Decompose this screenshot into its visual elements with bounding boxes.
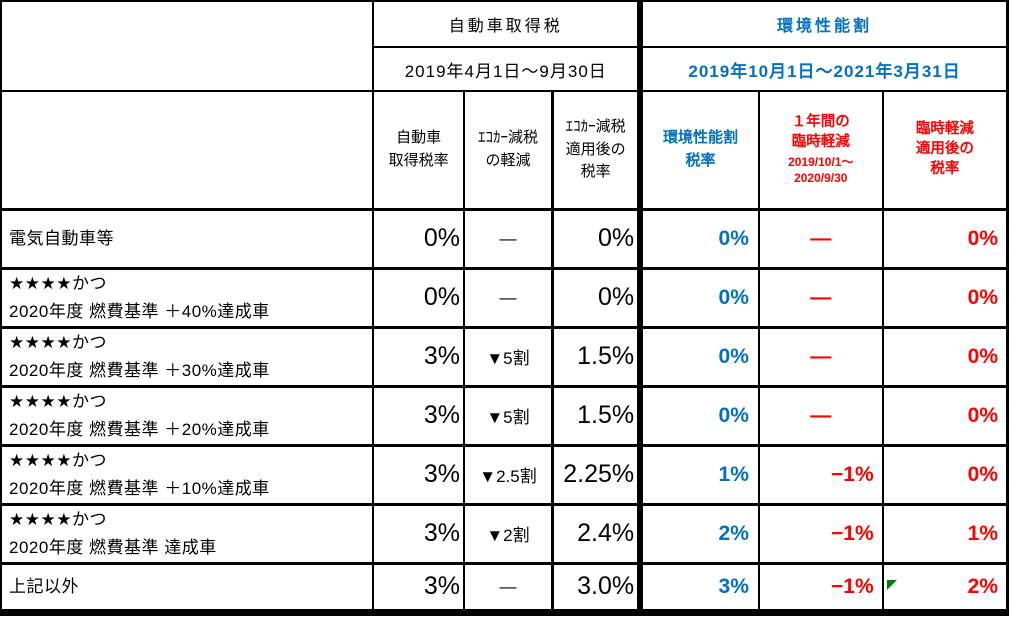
vehicle-type-header-empty [0,90,375,210]
temp-after-cell: 0% [881,207,1009,269]
eco-after-cell: 3.0% [551,561,642,613]
temp-reduction-cell: — [757,266,884,328]
vehicle-type-cell: ★★★★かつ 2020年度 燃費基準 ＋30%達成車 [0,325,375,387]
table-row-plus40: ★★★★かつ 2020年度 燃費基準 ＋40%達成車 0% — 0% 0% — … [0,266,1009,328]
eco-reduction-cell: — [462,266,554,328]
temp-reduction-cell: −1% [757,502,884,564]
table-row-plus20: ★★★★かつ 2020年度 燃費基準 ＋20%達成車 3% ▼5割 1.5% 0… [0,384,1009,446]
vehicle-type-cell: ★★★★かつ 2020年度 燃費基準 ＋40%達成車 [0,266,375,328]
env-rate-cell: 2% [637,502,760,564]
vehicle-type-cell: 上記以外 [0,561,375,613]
section-title-acquisition-tax: 自動車取得税 [372,0,642,48]
acq-rate-cell: 0% [372,207,465,269]
eco-after-cell: 2.25% [551,443,642,505]
temp-reduction-label: １年間の 臨時軽減 [791,114,850,150]
temp-reduction-cell: — [757,325,884,387]
eco-after-cell: 1.5% [551,384,642,446]
temp-reduction-period: 2019/10/1～ 2020/9/30 [788,155,854,186]
column-header-env-rate: 環境性能割 税率 [637,90,760,210]
env-rate-cell: 0% [637,207,760,269]
column-header-eco-after: ｴｺｶｰ減税 適用後の 税率 [551,90,642,210]
table-row-standard-achieved: ★★★★かつ 2020年度 燃費基準 達成車 3% ▼2割 2.4% 2% −1… [0,502,1009,564]
vehicle-type-cell: ★★★★かつ 2020年度 燃費基準 ＋20%達成車 [0,384,375,446]
acq-rate-cell: 3% [372,443,465,505]
acq-rate-cell: 3% [372,325,465,387]
temp-reduction-cell: −1% [757,443,884,505]
env-rate-cell: 3% [637,561,760,613]
column-header-temp-reduction: １年間の 臨時軽減 2019/10/1～ 2020/9/30 [757,90,884,210]
tax-rate-table: 自動車取得税 環境性能割 2019年4月1日～9月30日 2019年10月1日～… [0,0,1009,616]
temp-reduction-cell: −1% [757,561,884,613]
column-header-temp-after: 臨時軽減 適用後の 税率 [881,90,1009,210]
section-period-row: 2019年4月1日～9月30日 2019年10月1日～2021年3月31日 [1,46,1009,92]
eco-after-cell: 1.5% [551,325,642,387]
acq-rate-cell: 3% [372,561,465,613]
temp-reduction-cell: — [757,207,884,269]
eco-reduction-cell: ▼2.5割 [462,443,554,505]
table-row-other: 上記以外 3% — 3.0% 3% −1% 2% [0,561,1009,613]
eco-after-cell: 2.4% [551,502,642,564]
eco-reduction-cell: ▼5割 [462,384,554,446]
column-header-eco-reduction: ｴｺｶｰ減税 の軽減 [462,90,554,210]
table-row-electric: 電気自動車等 0% — 0% 0% — 0% [0,207,1009,269]
env-rate-cell: 0% [637,325,760,387]
temp-after-cell: 0% [881,384,1009,446]
temp-reduction-cell: — [757,384,884,446]
eco-after-cell: 0% [551,266,642,328]
period-environmental-levy: 2019年10月1日～2021年3月31日 [637,46,1009,92]
corner-empty-cell [0,0,375,92]
env-rate-cell: 1% [637,443,760,505]
temp-after-cell: 0% [881,266,1009,328]
column-header-row: 自動車 取得税率 ｴｺｶｰ減税 の軽減 ｴｺｶｰ減税 適用後の 税率 環境性能割… [0,90,1009,210]
vehicle-type-cell: 電気自動車等 [0,207,375,269]
env-rate-cell: 0% [637,384,760,446]
eco-reduction-cell: ▼2割 [462,502,554,564]
vehicle-type-cell: ★★★★かつ 2020年度 燃費基準 達成車 [0,502,375,564]
acq-rate-cell: 3% [372,384,465,446]
comment-indicator-icon [887,580,897,590]
temp-after-cell: 1% [881,502,1009,564]
acq-rate-cell: 0% [372,266,465,328]
env-rate-cell: 0% [637,266,760,328]
temp-after-cell: 2% [881,561,1009,613]
section-title-row: 自動車取得税 環境性能割 [0,0,1009,92]
temp-after-cell: 0% [881,325,1009,387]
table-row-plus10: ★★★★かつ 2020年度 燃費基準 ＋10%達成車 3% ▼2.5割 2.25… [0,443,1009,505]
section-title-environmental-levy: 環境性能割 [637,0,1009,48]
vehicle-type-cell: ★★★★かつ 2020年度 燃費基準 ＋10%達成車 [0,443,375,505]
eco-reduction-cell: ▼5割 [462,325,554,387]
column-header-acq-rate: 自動車 取得税率 [372,90,465,210]
temp-after-cell: 0% [881,443,1009,505]
period-acquisition-tax: 2019年4月1日～9月30日 [372,46,642,92]
table-row-plus30: ★★★★かつ 2020年度 燃費基準 ＋30%達成車 3% ▼5割 1.5% 0… [0,325,1009,387]
eco-reduction-cell: — [462,207,554,269]
eco-reduction-cell: — [462,561,554,613]
eco-after-cell: 0% [551,207,642,269]
acq-rate-cell: 3% [372,502,465,564]
